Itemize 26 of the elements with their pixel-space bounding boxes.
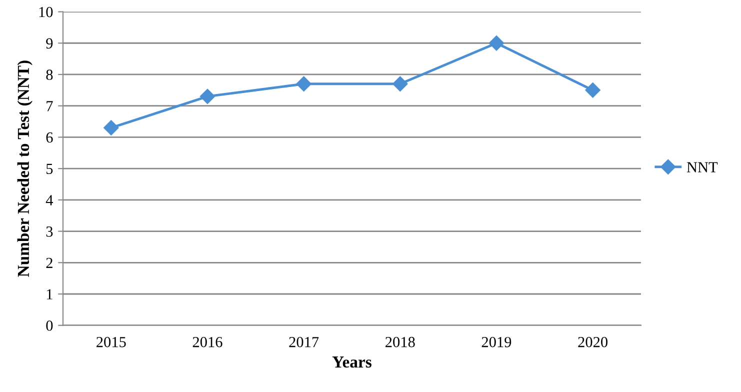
y-tick-label: 6 xyxy=(46,132,53,143)
x-tick-label: 2019 xyxy=(482,336,512,348)
x-tick-label: 2020 xyxy=(578,336,608,348)
y-tick-label: 9 xyxy=(46,38,53,49)
y-tick-label: 8 xyxy=(46,70,53,80)
y-tick-label: 0 xyxy=(46,320,53,331)
legend-label: NNT xyxy=(686,162,718,172)
y-tick-label: 4 xyxy=(46,195,54,206)
x-tick-label: 2015 xyxy=(96,336,126,348)
point xyxy=(392,76,408,92)
point xyxy=(585,82,600,98)
y-tick-label: 7 xyxy=(46,101,53,112)
x-axis-title: Years xyxy=(332,356,372,368)
point xyxy=(200,88,216,104)
x-tick-label: 2018 xyxy=(386,336,415,348)
point xyxy=(104,120,119,136)
x-tick-label: 2016 xyxy=(192,336,222,348)
y-tick-label: 3 xyxy=(46,226,53,237)
y-tick-label: 10 xyxy=(39,6,53,18)
y-axis-title: Number Needed to Test (NNT) xyxy=(17,60,32,277)
y-tick-label: 5 xyxy=(46,164,53,174)
y-tick-label: 2 xyxy=(46,258,52,268)
y-tick-label: 1 xyxy=(46,289,52,300)
point xyxy=(488,36,504,51)
point xyxy=(296,76,312,92)
x-tick-label: 2017 xyxy=(289,336,319,348)
